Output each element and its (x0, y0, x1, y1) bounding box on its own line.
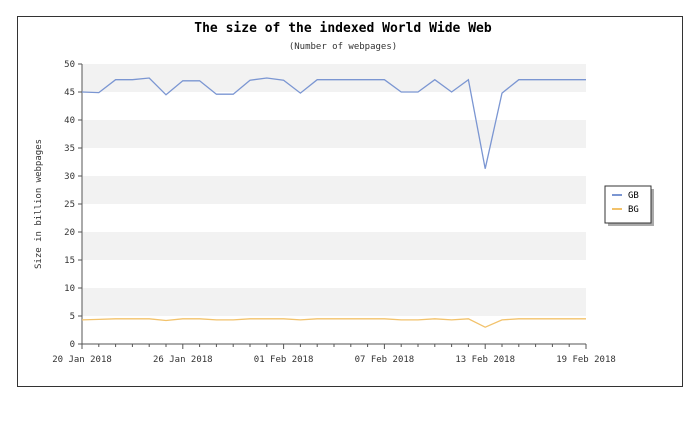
legend-label-bg: BG (628, 205, 639, 215)
series-line-bg (81, 318, 586, 328)
x-tick-label: 20 Jan 2018 (52, 355, 112, 365)
x-axis-ticks: 20 Jan 2018 26 Jan 2018 01 Feb 2018 07 Feb … (52, 344, 616, 365)
x-tick-label: 19 Feb 2018 (556, 355, 616, 365)
y-tick-label: 45 (64, 88, 75, 98)
grid-band (82, 260, 586, 288)
x-tick-label: 26 Jan 2018 (153, 355, 213, 365)
series-line-gb (81, 77, 586, 169)
y-tick-label: 0 (70, 340, 75, 350)
y-tick-label: 30 (64, 172, 75, 182)
grid-band (82, 120, 586, 148)
grid-band (82, 92, 586, 120)
y-tick-label: 5 (70, 312, 75, 322)
y-tick-label: 35 (64, 144, 75, 154)
chart-subtitle: (Number of webpages) (289, 42, 397, 52)
grid-band (82, 176, 586, 204)
y-tick-label: 10 (64, 284, 75, 294)
grid-bands (82, 64, 586, 344)
y-axis-ticks: 0 5 10 15 20 25 30 35 40 45 50 (64, 60, 82, 350)
y-tick-label: 40 (64, 116, 75, 126)
chart-title: The size of the indexed World Wide Web (194, 21, 492, 36)
y-tick-label: 20 (64, 228, 75, 238)
y-tick-label: 25 (64, 200, 75, 210)
grid-band (82, 64, 586, 92)
grid-band (82, 232, 586, 260)
y-axis-label: Size in billion webpages (34, 139, 44, 269)
y-tick-label: 15 (64, 256, 75, 266)
series-layer (81, 77, 586, 328)
x-tick-label: 01 Feb 2018 (254, 355, 314, 365)
grid-band (82, 204, 586, 232)
legend-box (604, 185, 652, 224)
legend-label-gb: GB (628, 191, 639, 201)
y-tick-label: 50 (64, 60, 75, 70)
x-tick-label: 07 Feb 2018 (355, 355, 415, 365)
x-tick-label: 13 Feb 2018 (455, 355, 515, 365)
legend: GB BG (604, 185, 654, 226)
grid-band (82, 148, 586, 176)
grid-band (82, 288, 586, 316)
